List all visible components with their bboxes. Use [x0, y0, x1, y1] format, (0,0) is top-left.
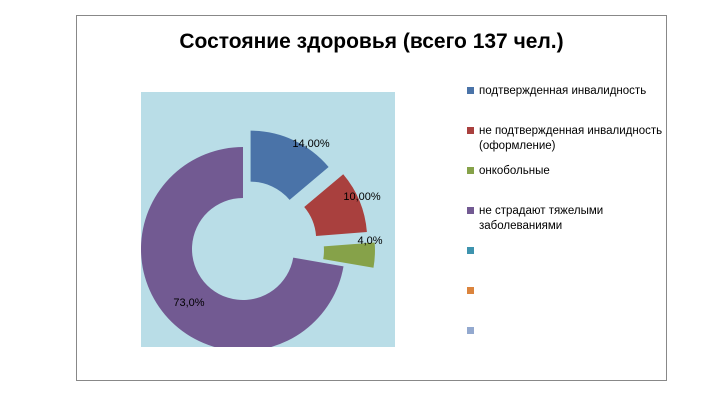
- legend-label: не страдают тяжелыми заболеваниями: [479, 205, 604, 232]
- legend-swatch: [467, 167, 474, 174]
- legend-label: подтвержденная инвалидность: [479, 85, 647, 97]
- doughnut-slice: [323, 242, 375, 268]
- legend-label: не подтвержденная инвалидность (оформлен…: [479, 125, 663, 152]
- legend-swatch: [467, 287, 474, 294]
- data-label: 10,00%: [343, 191, 381, 203]
- data-label: 73,0%: [173, 297, 204, 309]
- data-label: 14,00%: [292, 138, 330, 150]
- chart-title: Состояние здоровья (всего 137 чел.): [179, 30, 564, 53]
- doughnut-slice: [250, 130, 329, 200]
- plot-area: 14,00% 10,00% 4,0% 73,0%: [141, 92, 395, 347]
- chart-frame: Состояние здоровья (всего 137 чел.) 14,0…: [76, 15, 667, 381]
- legend-swatch: [467, 127, 474, 134]
- doughnut-slice: [141, 147, 344, 347]
- doughnut-slice: [304, 174, 367, 236]
- legend-swatch: [467, 87, 474, 94]
- legend-label: онкобольные: [479, 165, 550, 177]
- legend-swatch: [467, 207, 474, 214]
- legend-swatch: [467, 327, 474, 334]
- data-label: 4,0%: [357, 235, 382, 247]
- legend-swatch: [467, 247, 474, 254]
